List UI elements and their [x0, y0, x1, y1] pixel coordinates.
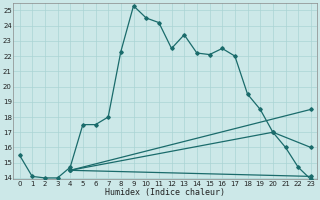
X-axis label: Humidex (Indice chaleur): Humidex (Indice chaleur): [105, 188, 225, 197]
